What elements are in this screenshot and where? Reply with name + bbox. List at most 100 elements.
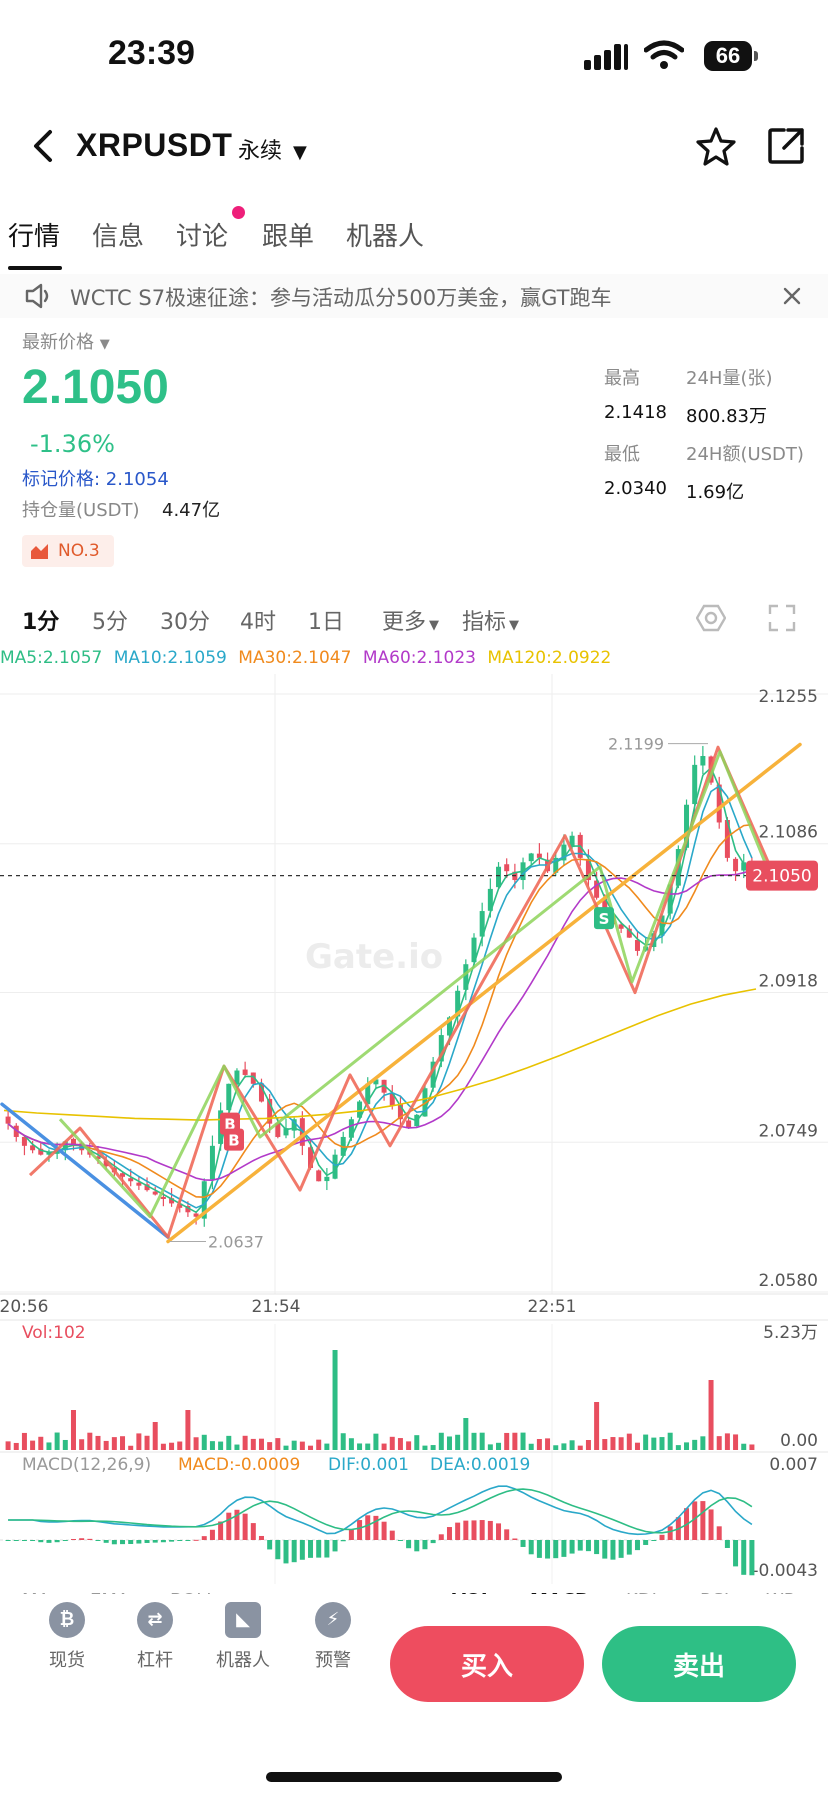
buy-button[interactable]: 买入 bbox=[390, 1626, 584, 1702]
macd-histogram-bar bbox=[479, 1520, 485, 1540]
volume-bar bbox=[536, 1439, 542, 1450]
candle-body bbox=[324, 1176, 330, 1182]
candle-body bbox=[561, 844, 567, 861]
volume-bar bbox=[430, 1445, 436, 1450]
candle-body bbox=[70, 1138, 76, 1146]
candle-body bbox=[5, 1116, 11, 1124]
volume-bar bbox=[659, 1437, 665, 1450]
volume-bar bbox=[38, 1436, 44, 1450]
sell-button[interactable]: 卖出 bbox=[602, 1626, 796, 1702]
tab-info[interactable]: 信息 bbox=[92, 222, 145, 252]
indicator-dropdown[interactable]: 指标 ▼ bbox=[462, 604, 519, 636]
timeframe-5m[interactable]: 5分 bbox=[92, 610, 128, 635]
open-interest-value: 4.47亿 bbox=[162, 500, 221, 521]
status-time: 23:39 bbox=[108, 34, 195, 72]
macd-histogram-bar bbox=[291, 1540, 297, 1563]
volume-bar bbox=[569, 1440, 575, 1450]
more-timeframes-dropdown[interactable]: 更多 ▼ bbox=[382, 604, 439, 636]
volume-bar bbox=[21, 1432, 27, 1450]
notice-banner[interactable]: WCTC S7极速征途：参与活动瓜分500万美金，赢GT跑车 bbox=[0, 274, 828, 318]
candle-body bbox=[659, 915, 665, 936]
macd-histogram-bar bbox=[585, 1540, 591, 1552]
close-icon[interactable] bbox=[782, 286, 802, 306]
high-marker-text: 2.1199 bbox=[608, 735, 664, 754]
ma10-line bbox=[7, 785, 753, 1209]
macd-histogram-bar bbox=[430, 1540, 436, 1544]
contract-type-selector[interactable]: 永续 ▼ bbox=[238, 133, 307, 165]
macd-histogram-bar bbox=[414, 1540, 420, 1552]
rank-badge[interactable]: NO.3 bbox=[22, 535, 114, 567]
candle-body bbox=[13, 1125, 19, 1137]
timeframe-4h[interactable]: 4时 bbox=[240, 610, 276, 635]
indicator-tab[interactable]: EMA bbox=[90, 1590, 130, 1594]
chart-settings-icon[interactable] bbox=[696, 604, 726, 632]
home-indicator[interactable] bbox=[266, 1772, 562, 1782]
volume-bar bbox=[561, 1443, 567, 1450]
kline-chart[interactable]: 2.1255 2.1086 2.0918 2.0749 2.0580 Gate.io 2.1… bbox=[0, 674, 828, 1594]
indicator-tab[interactable]: BOLL bbox=[170, 1590, 216, 1594]
price-change: -1.36% bbox=[30, 430, 115, 458]
volume-bar bbox=[62, 1439, 68, 1450]
volume-bar bbox=[528, 1443, 534, 1450]
volume-bar bbox=[585, 1440, 591, 1450]
back-icon[interactable] bbox=[28, 126, 58, 166]
ma30-value: MA30:2.1047 bbox=[238, 648, 352, 668]
indicator-tab[interactable]: MA bbox=[22, 1590, 51, 1594]
latest-price-label[interactable]: 最新价格 ▼ bbox=[22, 328, 110, 354]
nav-spot[interactable]: ₿ 现货 bbox=[32, 1602, 102, 1672]
volume-bar bbox=[340, 1433, 346, 1450]
wifi-icon bbox=[644, 40, 684, 69]
volume-bar bbox=[103, 1440, 109, 1450]
volume-bar bbox=[634, 1442, 640, 1450]
nav-alert[interactable]: ⚡ 预警 bbox=[298, 1602, 368, 1672]
candle-body bbox=[242, 1069, 248, 1075]
indicator-label: 指标 bbox=[462, 610, 507, 635]
macd-histogram-bar bbox=[749, 1540, 755, 1576]
candle-body bbox=[128, 1178, 134, 1182]
macd-histogram-bar bbox=[700, 1501, 706, 1540]
low-label: 最低 bbox=[604, 444, 640, 465]
macd-params: MACD(12,26,9) bbox=[22, 1455, 151, 1475]
indicator-tab[interactable]: VOL bbox=[452, 1590, 492, 1594]
tab-market[interactable]: 行情 bbox=[8, 222, 61, 252]
nav-alert-label: 预警 bbox=[315, 1650, 351, 1671]
candle-body bbox=[496, 866, 502, 888]
indicator-tab[interactable]: KDJ bbox=[626, 1590, 657, 1594]
tab-discussion[interactable]: 讨论 bbox=[176, 222, 229, 252]
tab-bots[interactable]: 机器人 bbox=[346, 222, 425, 252]
symbol-title[interactable]: XRPUSDT bbox=[76, 127, 233, 163]
indicator-tab[interactable]: RSI bbox=[700, 1590, 729, 1594]
trendline-support bbox=[166, 742, 802, 1244]
macd-histogram-bar bbox=[716, 1526, 722, 1540]
volume-bar bbox=[242, 1435, 248, 1450]
candle-body bbox=[185, 1206, 191, 1213]
macd-histogram-bar bbox=[185, 1540, 191, 1541]
nav-bots[interactable]: ◣ 机器人 bbox=[208, 1602, 278, 1672]
volume-bar bbox=[716, 1436, 722, 1450]
unread-dot bbox=[232, 206, 245, 219]
timeframe-1m[interactable]: 1分 bbox=[22, 610, 60, 635]
indicator-tab[interactable]: WR bbox=[766, 1590, 796, 1594]
timeframe-1d[interactable]: 1日 bbox=[308, 610, 344, 635]
indicator-tab[interactable]: MACD bbox=[530, 1590, 590, 1594]
nav-margin[interactable]: ⇄ 杠杆 bbox=[120, 1602, 190, 1672]
active-tab-underline bbox=[8, 266, 62, 270]
volume-bar bbox=[455, 1434, 461, 1450]
candle-body bbox=[267, 1098, 273, 1124]
tab-copy-trading[interactable]: 跟单 bbox=[262, 222, 315, 252]
macd-histogram-bar bbox=[275, 1540, 281, 1560]
macd-histogram-bar bbox=[258, 1535, 264, 1540]
macd-histogram-bar bbox=[528, 1540, 534, 1555]
volume-bar bbox=[365, 1443, 371, 1450]
macd-histogram-bar bbox=[724, 1540, 730, 1548]
share-icon[interactable] bbox=[766, 126, 806, 166]
volume-bar bbox=[741, 1443, 747, 1450]
timeframe-30m[interactable]: 30分 bbox=[160, 610, 210, 635]
candle-body bbox=[234, 1070, 240, 1085]
macd-histogram-bar bbox=[38, 1540, 44, 1543]
star-icon[interactable] bbox=[696, 126, 736, 166]
fullscreen-icon[interactable] bbox=[768, 604, 796, 632]
volume-bar bbox=[373, 1433, 379, 1450]
macd-histogram-bar bbox=[218, 1521, 224, 1540]
ma60-line bbox=[7, 869, 753, 1182]
